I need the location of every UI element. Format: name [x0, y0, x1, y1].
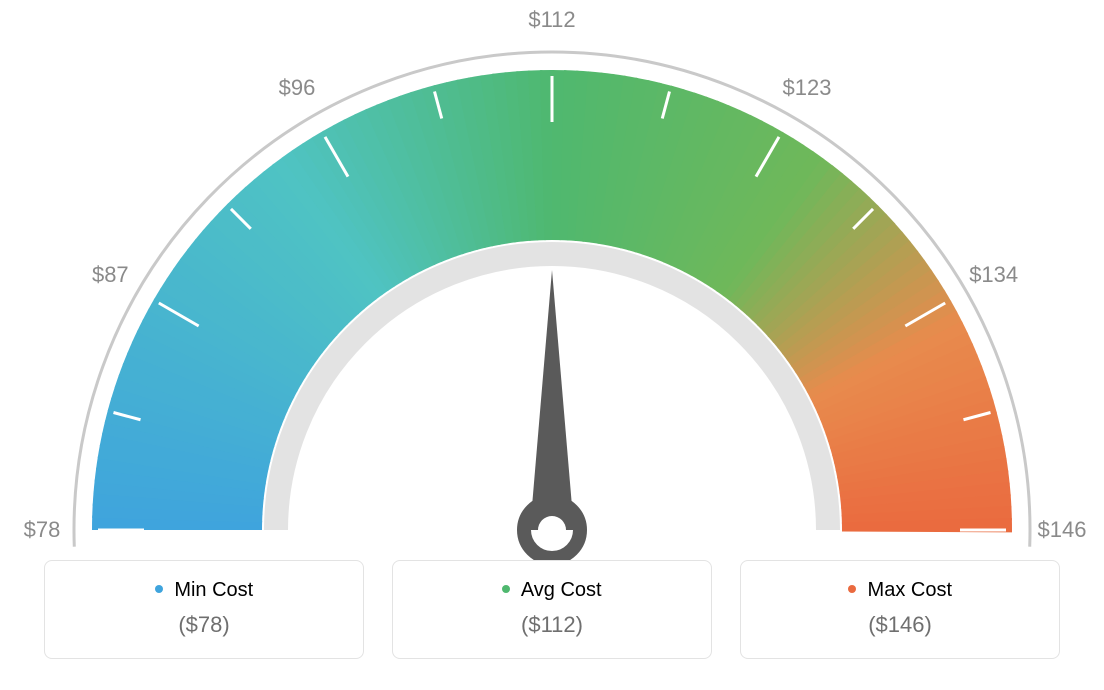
gauge-svg: [0, 0, 1104, 560]
legend-title-avg: Avg Cost: [403, 579, 701, 602]
legend-label-max: Max Cost: [868, 579, 952, 601]
legend-title-min: Min Cost: [55, 579, 353, 602]
gauge-tick-label: $123: [783, 75, 832, 101]
gauge-tick-label: $78: [24, 517, 61, 543]
gauge-tick-label: $146: [1038, 517, 1087, 543]
dot-icon: [848, 585, 856, 593]
legend-label-min: Min Cost: [174, 579, 253, 601]
legend-title-max: Max Cost: [751, 579, 1049, 602]
legend-label-avg: Avg Cost: [521, 579, 602, 601]
legend-value-avg: ($112): [403, 612, 701, 638]
gauge-tick-label: $96: [279, 75, 316, 101]
legend-card-avg: Avg Cost ($112): [392, 560, 712, 659]
gauge-tick-label: $134: [969, 262, 1018, 288]
legend-value-min: ($78): [55, 612, 353, 638]
legend-card-max: Max Cost ($146): [740, 560, 1060, 659]
gauge-container: $78 $87 $96 $112 $123 $134 $146: [0, 0, 1104, 560]
gauge-tick-label: $112: [528, 7, 575, 33]
legend-row: Min Cost ($78) Avg Cost ($112) Max Cost …: [0, 560, 1104, 659]
legend-value-max: ($146): [751, 612, 1049, 638]
gauge-tick-label: $87: [92, 262, 129, 288]
dot-icon: [502, 585, 510, 593]
dot-icon: [155, 585, 163, 593]
legend-card-min: Min Cost ($78): [44, 560, 364, 659]
